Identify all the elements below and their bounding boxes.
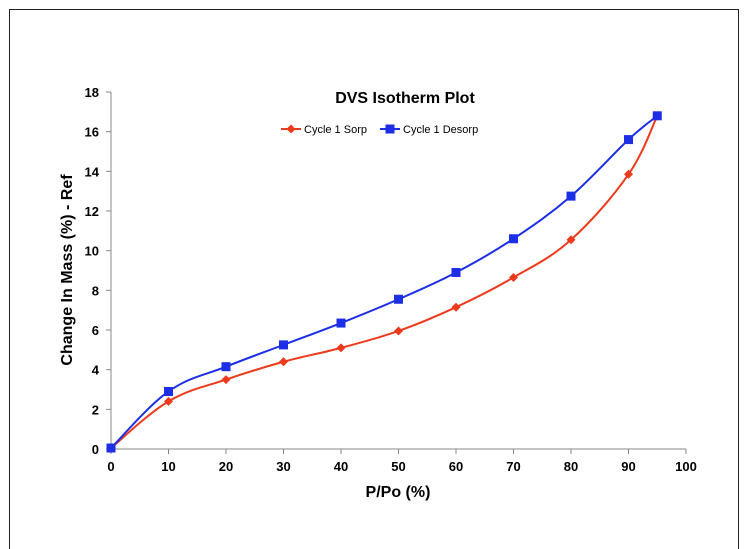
data-point [394,294,403,304]
data-point [624,135,633,145]
data-point [566,235,576,245]
data-point [451,302,461,312]
data-point [279,357,288,367]
legend-marker [286,124,296,134]
x-axis-title: P/Po (%) [366,484,431,501]
y-tick-label: 10 [85,244,99,259]
data-point [566,191,576,201]
data-point [652,111,662,121]
y-axis-title: Change In Mass (%) - Ref [59,174,76,366]
data-point [221,375,231,385]
series-line [110,115,659,449]
series-line [110,115,658,449]
data-point [509,234,518,244]
series-sorp [106,111,662,453]
y-tick-label: 18 [85,85,99,100]
x-tick-label: 30 [276,459,290,474]
x-tick-label: 60 [449,459,463,474]
legend-label: Cycle 1 Desorp [403,124,478,136]
data-point [394,326,403,336]
x-tick-label: 40 [334,459,348,474]
x-tick-label: 70 [506,459,520,474]
data-point [106,443,116,453]
data-point [509,272,518,282]
x-tick-label: 90 [621,459,635,474]
y-tick-label: 0 [92,442,99,457]
legend-label: Cycle 1 Sorp [304,124,367,136]
x-tick-label: 10 [161,459,175,474]
x-tick-label: 50 [391,459,405,474]
y-tick-label: 16 [85,125,99,140]
x-tick-label: 0 [107,459,114,474]
y-axis-ticks: 0 2 4 6 8 10 12 14 16 18 [85,85,111,457]
y-tick-label: 12 [85,204,99,219]
y-tick-label: 4 [92,363,100,378]
chart-title: DVS Isotherm Plot [335,90,475,107]
legend-item: Cycle 1 Sorp [281,124,367,136]
legend-marker [385,124,395,134]
data-point [336,318,346,328]
x-tick-label: 80 [564,459,578,474]
y-tick-label: 14 [85,164,100,179]
data-point [279,340,288,350]
y-tick-label: 2 [92,402,99,417]
legend: Cycle 1 Sorp Cycle 1 Desorp [281,124,478,136]
data-point [221,362,231,372]
data-point [164,396,173,406]
series-desorp [106,111,662,453]
data-point [451,267,461,277]
axes [110,92,686,450]
y-tick-label: 8 [92,283,99,298]
chart-frame [9,9,739,549]
series-layer [106,111,662,453]
x-axis-ticks: 0 10 20 30 40 50 60 70 80 90 100 [107,449,697,474]
y-tick-label: 6 [92,323,99,338]
data-point [336,343,346,353]
legend-item: Cycle 1 Desorp [380,124,478,136]
data-point [164,386,173,396]
x-tick-label: 100 [675,459,697,474]
x-tick-label: 20 [219,459,233,474]
data-point [624,169,633,179]
